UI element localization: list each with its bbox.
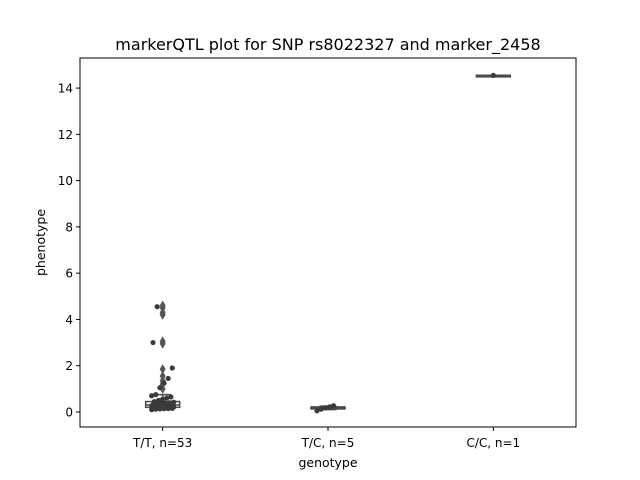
y-tick-label: 12 <box>58 128 73 142</box>
y-axis-label: phenotype <box>33 209 48 276</box>
x-axis: T/T, n=53 T/C, n=5 C/C, n=1 <box>132 427 520 450</box>
outlier-marker <box>159 336 166 347</box>
data-point <box>164 395 170 401</box>
data-point <box>160 396 166 402</box>
data-point <box>153 392 159 398</box>
outlier-marker <box>159 364 166 375</box>
data-point <box>169 365 175 371</box>
x-axis-label: genotype <box>298 455 357 470</box>
data-point <box>165 375 171 382</box>
y-tick-label: 14 <box>58 82 73 96</box>
axes-frame <box>79 57 577 428</box>
data-point <box>326 404 332 410</box>
data-point <box>155 397 162 403</box>
box-group <box>310 403 346 414</box>
data-point <box>166 400 173 406</box>
y-axis: 0 2 4 6 8 10 12 14 <box>58 82 80 419</box>
data-point <box>151 398 158 405</box>
y-tick-label: 8 <box>65 220 73 234</box>
plot-area <box>144 72 512 414</box>
data-point <box>322 405 328 411</box>
box-group <box>475 72 512 78</box>
x-tick-label: T/C, n=5 <box>301 436 355 450</box>
x-tick-label: T/T, n=53 <box>132 436 192 450</box>
y-tick-label: 2 <box>65 359 73 373</box>
data-point <box>318 406 324 412</box>
data-point <box>150 339 156 346</box>
data-point <box>154 304 160 310</box>
outlier-marker <box>159 300 166 311</box>
y-tick-label: 4 <box>65 313 73 327</box>
data-point <box>490 72 496 78</box>
y-tick-label: 0 <box>65 405 73 419</box>
y-tick-label: 10 <box>58 174 73 188</box>
box-group <box>144 300 181 413</box>
data-point <box>149 393 155 399</box>
data-point <box>314 408 320 414</box>
y-tick-label: 6 <box>65 267 73 281</box>
x-tick-label: C/C, n=1 <box>466 436 520 450</box>
data-point <box>330 403 337 409</box>
chart-title: markerQTL plot for SNP rs8022327 and mar… <box>115 35 540 55</box>
data-point <box>161 380 167 386</box>
data-point <box>168 394 174 400</box>
data-point <box>162 400 169 406</box>
data-point <box>171 399 177 405</box>
data-point <box>157 385 163 391</box>
outlier-marker <box>159 371 166 382</box>
